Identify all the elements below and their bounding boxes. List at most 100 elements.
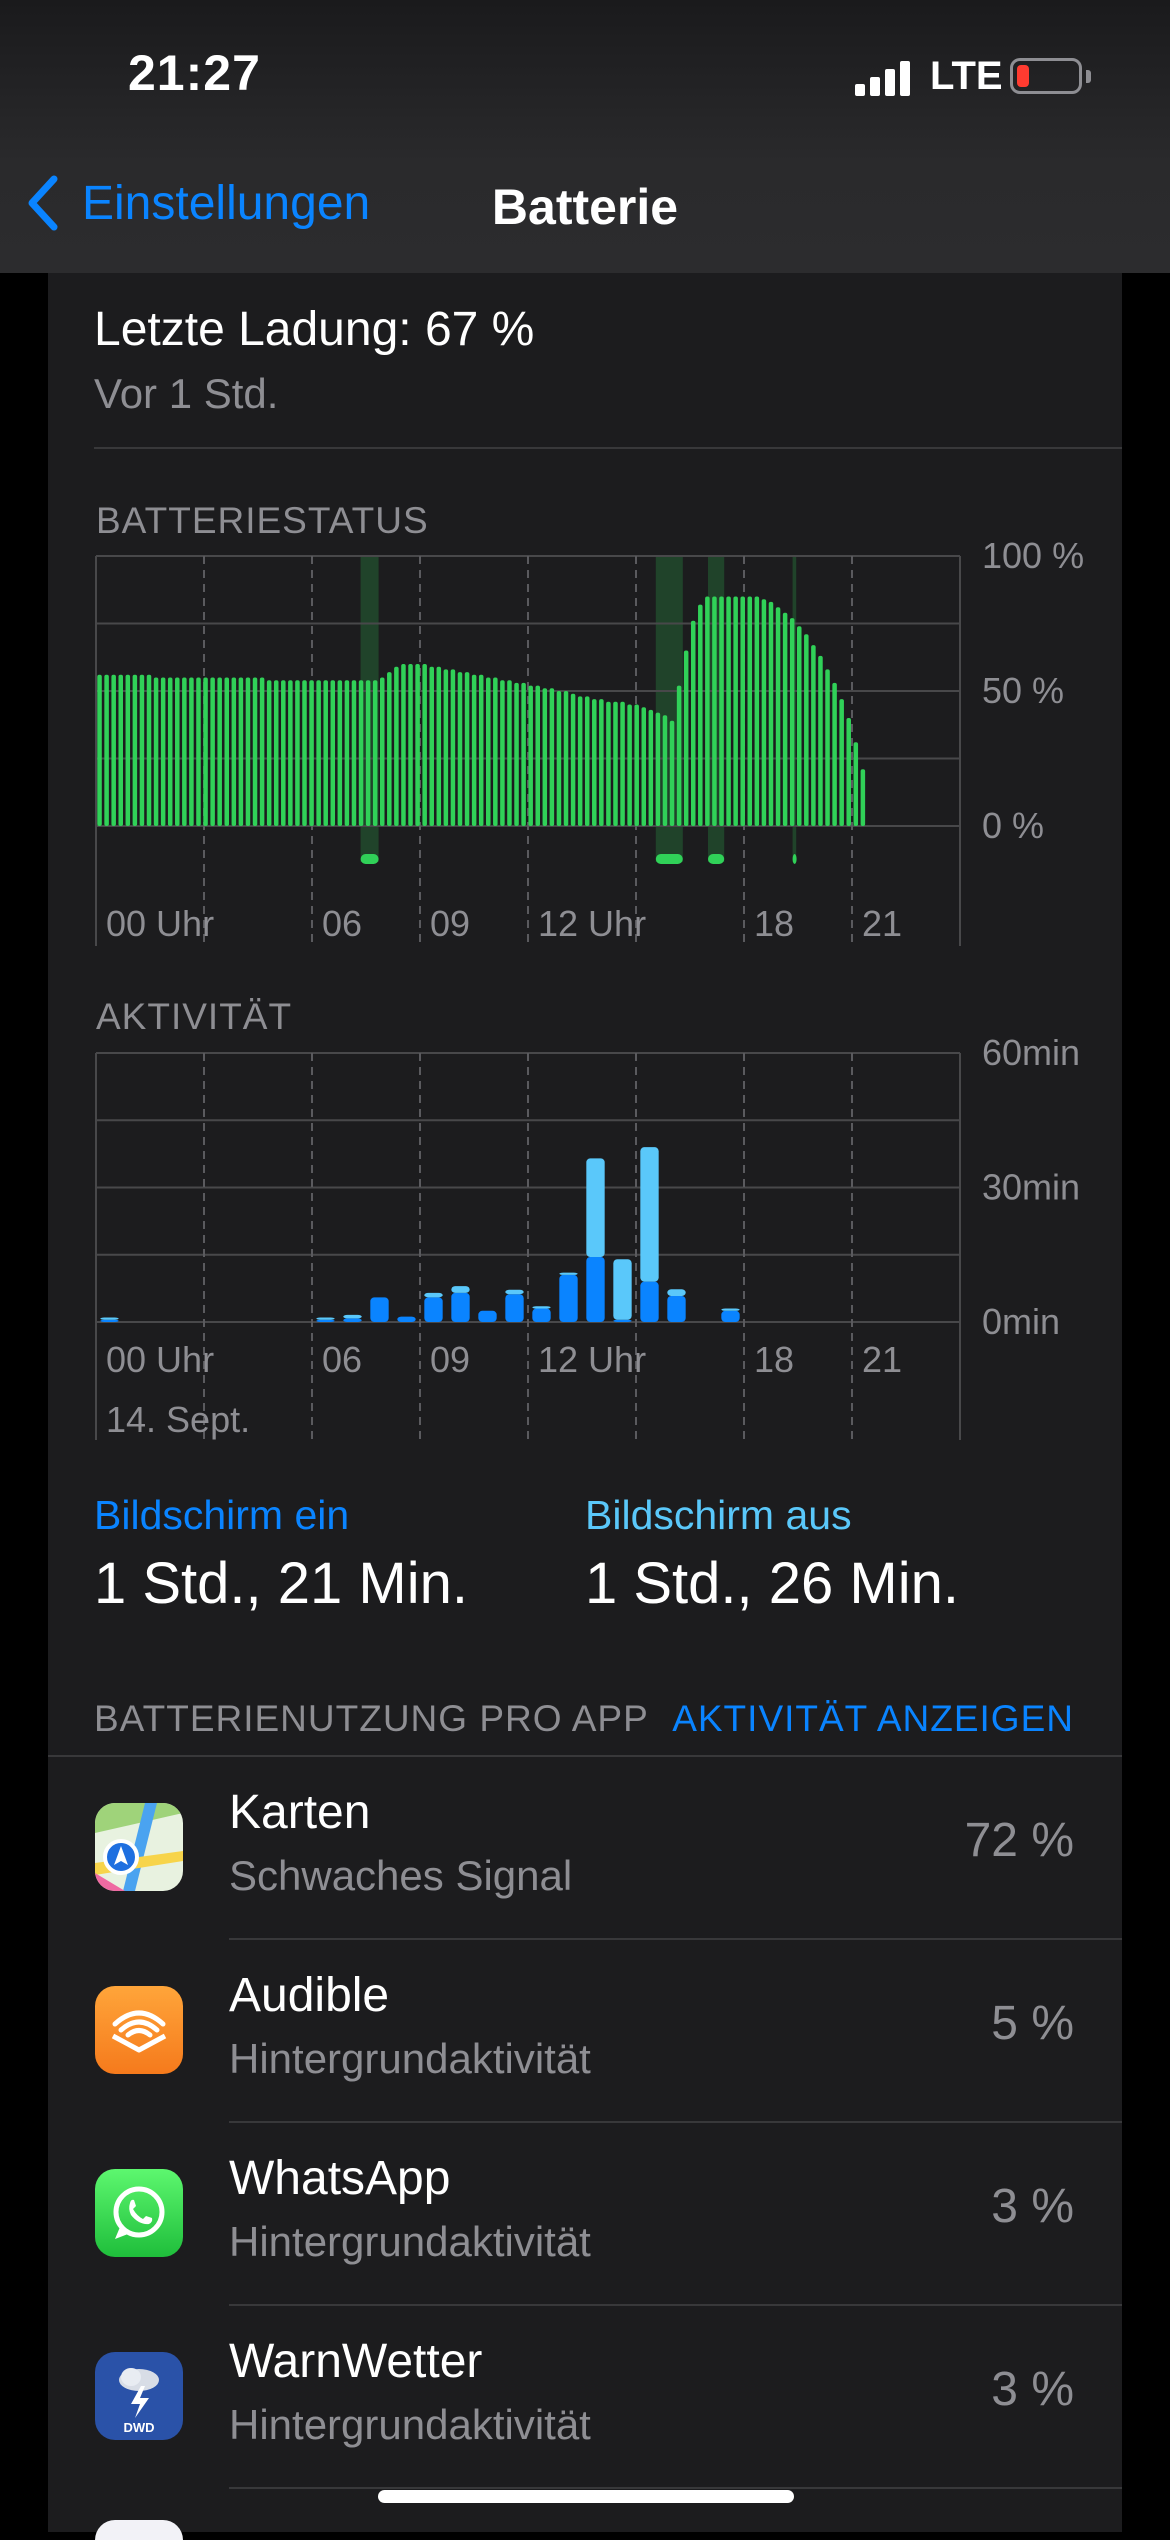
home-indicator[interactable] — [378, 2490, 794, 2503]
show-activity-button[interactable]: AKTIVITÄT ANZEIGEN — [672, 1698, 1074, 1739]
app-row-warnwetter[interactable]: DWD WarnWetter Hintergrundaktivität 3 % — [48, 2306, 1122, 2489]
battery-bar — [224, 677, 230, 826]
activity-bar-screen-off — [532, 1306, 551, 1309]
battery-bar — [443, 669, 449, 826]
app-percent: 3 % — [991, 2363, 1074, 2416]
activity-bar-screen-off — [424, 1292, 443, 1298]
activity-bar-screen-on — [505, 1294, 524, 1322]
battery-bar — [436, 666, 442, 826]
x-tick-label: 00 Uhr — [106, 903, 214, 944]
battery-bar — [599, 699, 604, 826]
battery-bar — [775, 607, 781, 826]
battery-bar — [245, 677, 251, 826]
x-tick-label: 06 — [322, 903, 362, 944]
app-subtitle: Schwaches Signal — [229, 1852, 573, 1899]
battery-bar — [493, 677, 498, 826]
activity-bar-screen-on — [478, 1310, 497, 1322]
battery-bar — [387, 672, 392, 826]
battery-bar — [160, 677, 166, 826]
battery-bar — [570, 693, 576, 826]
battery-bar — [351, 680, 357, 826]
battery-bar — [832, 682, 837, 826]
battery-bar — [655, 712, 661, 826]
content-card — [48, 273, 1122, 2532]
battery-bar — [514, 682, 519, 826]
battery-bar — [782, 612, 788, 826]
divider — [229, 2487, 1122, 2489]
activity-bar-screen-off — [667, 1289, 686, 1296]
battery-bar — [592, 699, 597, 826]
app-row-whatsapp[interactable]: WhatsApp Hintergrundaktivität 3 % — [48, 2123, 1122, 2306]
activity-bar-screen-off — [559, 1272, 578, 1275]
x-tick-label: 18 — [754, 903, 794, 944]
battery-bar — [556, 691, 562, 826]
audible-icon — [95, 1986, 183, 2074]
battery-bar — [415, 664, 420, 826]
battery-bar — [698, 604, 703, 826]
battery-bar — [323, 680, 328, 826]
activity-date-label: 14. Sept. — [106, 1399, 250, 1440]
battery-bar — [252, 677, 258, 826]
activity-bar-screen-off — [586, 1158, 605, 1257]
x-tick-label: 09 — [430, 1339, 470, 1380]
battery-bar — [266, 680, 272, 826]
battery-bar — [690, 620, 696, 826]
battery-bar — [125, 674, 131, 826]
app-name: WarnWetter — [229, 2335, 483, 2388]
battery-bar — [528, 685, 533, 826]
battery-bar — [860, 769, 866, 826]
battery-bar — [302, 680, 307, 826]
battery-bar — [464, 672, 470, 826]
app-subtitle: Hintergrundaktivität — [229, 2035, 591, 2082]
battery-bar — [401, 664, 406, 826]
divider — [94, 447, 1122, 449]
app-percent: 72 % — [964, 1814, 1074, 1867]
network-type: LTE — [930, 54, 1003, 98]
app-row-karten[interactable]: Karten Schwaches Signal 72 % — [48, 1757, 1122, 1940]
battery-bar — [712, 596, 717, 826]
battery-bar — [210, 677, 215, 826]
battery-bar — [648, 709, 654, 826]
battery-bar — [189, 677, 194, 826]
battery-bar — [818, 655, 823, 826]
activity-bar-screen-on — [586, 1256, 605, 1322]
divider — [229, 2304, 1122, 2306]
battery-bar — [288, 680, 293, 826]
battery-bar — [719, 596, 724, 826]
battery-status-label: BATTERIESTATUS — [96, 500, 429, 541]
back-button[interactable]: Einstellungen — [24, 168, 370, 238]
battery-bar — [394, 666, 399, 826]
battery-bar — [97, 674, 102, 826]
battery-bar — [521, 682, 526, 826]
next-app-icon — [95, 2520, 183, 2540]
battery-bar — [662, 715, 668, 826]
battery-bar — [478, 674, 484, 826]
divider — [229, 1938, 1122, 1940]
top-bar: 21:27 LTE Einstellungen Batterie — [0, 0, 1170, 273]
app-row-audible[interactable]: Audible Hintergrundaktivität 5 % — [48, 1940, 1122, 2123]
battery-bar — [825, 669, 830, 826]
battery-bar — [309, 680, 314, 826]
activity-bar-screen-off — [640, 1147, 659, 1282]
chevron-left-icon — [28, 175, 58, 231]
activity-bar-screen-on — [370, 1297, 389, 1322]
cellular-signal-icon — [855, 60, 913, 96]
status-time: 21:27 — [128, 45, 261, 101]
battery-bar — [281, 680, 286, 826]
activity-bar-screen-on — [424, 1297, 443, 1322]
x-tick-label: 12 Uhr — [538, 1339, 646, 1380]
battery-bar — [754, 596, 760, 826]
battery-bar — [705, 596, 710, 826]
battery-bar — [726, 596, 731, 826]
battery-bar — [273, 680, 279, 826]
battery-bar — [747, 596, 753, 826]
battery-bar — [676, 685, 682, 826]
battery-bar — [768, 601, 774, 826]
activity-bar-screen-off — [451, 1286, 470, 1293]
charging-marker — [655, 854, 683, 864]
charging-marker — [360, 854, 379, 864]
battery-bar — [620, 701, 625, 826]
battery-bar — [796, 626, 802, 826]
x-tick-label: 21 — [862, 903, 902, 944]
y-tick-label: 0min — [982, 1301, 1060, 1342]
